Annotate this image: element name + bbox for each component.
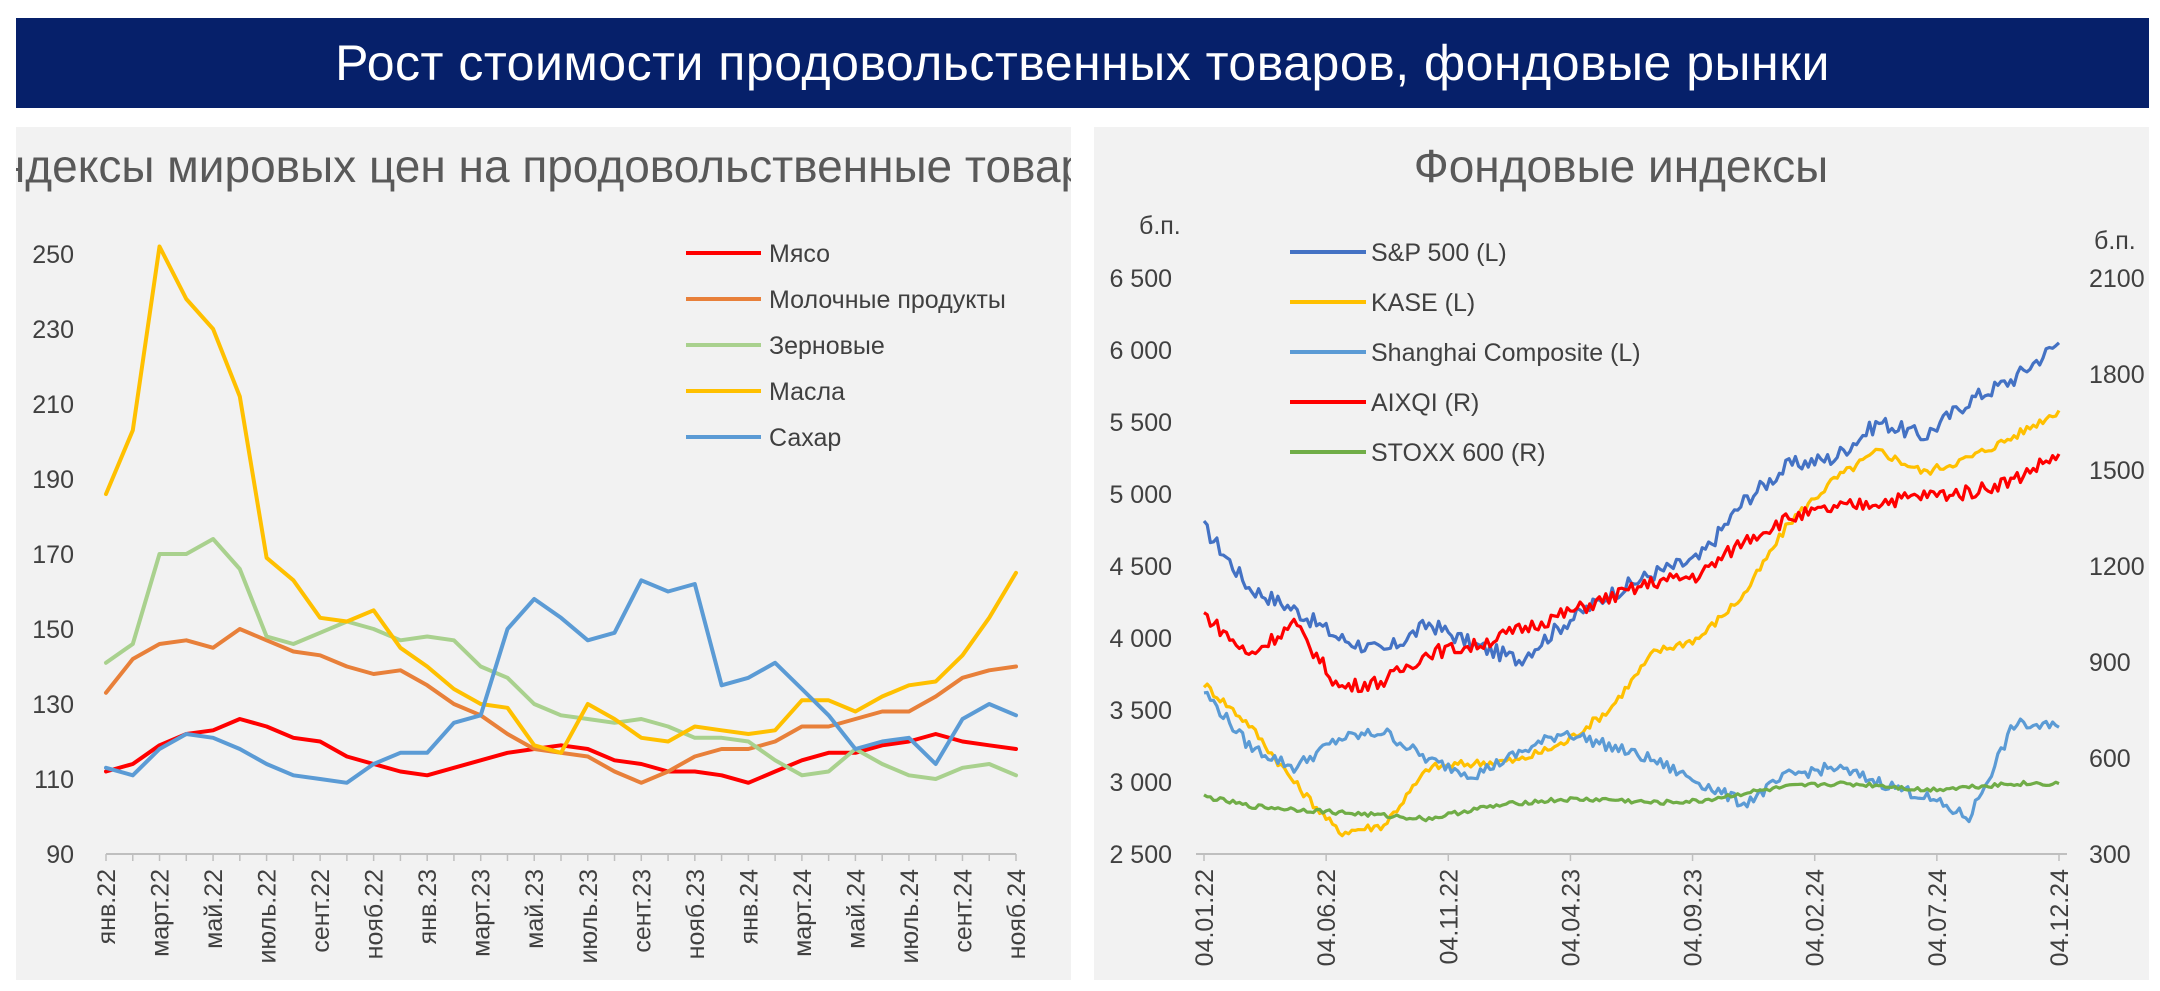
y-tick-right-label: 300 [2089,841,2131,869]
y-tick-right-label: 600 [2089,745,2131,773]
y-tick-label: 250 [32,241,74,269]
series-line-3 [1203,690,2060,824]
x-tick-label: 04.07.24 [1924,869,1952,966]
series-line-5 [1203,779,2060,823]
x-tick-label: май.24 [842,869,870,949]
x-tick-label: 04.06.22 [1313,869,1341,966]
y-tick-left-label: 5 000 [1109,481,1172,509]
series-line-1 [104,717,1018,785]
y-tick-left-label: 4 500 [1109,553,1172,581]
legend-label: AIXQI (R) [1371,389,1479,417]
x-tick-label: 04.12.24 [2046,869,2074,966]
x-tick-label: нояб.22 [361,869,389,959]
y-tick-label: 170 [32,541,74,569]
x-tick-label: март.23 [468,869,496,957]
legend-label: Сахар [769,424,841,452]
legend-label: STOXX 600 (R) [1371,439,1546,467]
x-tick-label: июль.23 [575,869,603,964]
y-tick-left-label: 3 500 [1109,697,1172,725]
series-line-1 [1202,341,2061,667]
x-tick-label: март.22 [147,869,175,957]
legend-label: Shanghai Composite (L) [1371,339,1641,367]
y-tick-label: 90 [46,841,74,869]
x-tick-label: 04.04.23 [1557,869,1585,966]
x-tick-label: май.22 [200,869,228,949]
x-tick-label: 04.01.22 [1191,869,1219,966]
y-tick-right-label: 2100 [2089,265,2145,293]
x-tick-label: сент.24 [949,869,977,953]
series-line-5 [104,578,1018,785]
legend-label: Молочные продукты [769,286,1006,314]
chart-title: Фондовые индексы [1414,140,1828,192]
x-tick-label: 04.09.23 [1680,869,1708,966]
y-tick-left-label: 5 500 [1109,409,1172,437]
x-tick-label: янв.22 [93,869,121,944]
legend-label: S&P 500 (L) [1371,239,1507,267]
series-line-4 [104,244,1018,755]
y-tick-label: 190 [32,466,74,494]
y-tick-right-label: 1800 [2089,361,2145,389]
x-tick-label: нояб.23 [682,869,710,959]
page-banner: Рост стоимости продовольственных товаров… [16,18,2149,108]
x-tick-label: 04.11.22 [1435,869,1463,964]
food-price-chart-panel: Индексы мировых цен на продовольственные… [16,127,1071,980]
y-tick-right-label: 1500 [2089,457,2145,485]
y-tick-label: 130 [32,691,74,719]
x-tick-label: июль.24 [896,869,924,964]
legend-label: Зерновые [769,332,885,360]
stock-index-chart: Фондовые индексы б.п. б.п. 2 500 3 000 3 500 4… [1109,140,2145,966]
banner-title: Рост стоимости продовольственных товаров… [335,35,1830,91]
y-axis-left-label: б.п. [1139,212,1181,240]
food-price-chart: Индексы мировых цен на продовольственные… [16,140,1071,964]
y-tick-left-label: 3 000 [1109,769,1172,797]
chart-title: Индексы мировых цен на продовольственные… [16,140,1071,192]
x-tick-label: янв.24 [735,869,763,944]
x-tick-label: сент.23 [628,869,656,953]
legend-label: KASE (L) [1371,289,1475,317]
y-tick-left-label: 4 000 [1109,625,1172,653]
y-tick-label: 210 [32,391,74,419]
y-tick-left-label: 6 000 [1109,337,1172,365]
series-line-4 [1203,453,2061,694]
series-line-3 [104,537,1018,781]
y-tick-label: 230 [32,316,74,344]
series-line-2 [104,627,1018,785]
legend-label: Масла [769,378,845,406]
y-tick-label: 110 [34,766,74,794]
x-tick-label: июль.22 [254,869,282,964]
x-tick-label: янв.23 [414,869,442,944]
y-tick-left-label: 2 500 [1109,841,1172,869]
x-tick-label: март.24 [789,869,817,957]
x-tick-label: 04.02.24 [1802,869,1830,966]
x-tick-label: сент.22 [307,869,335,953]
y-tick-right-label: 900 [2089,649,2131,677]
legend-label: Мясо [769,240,830,268]
stock-index-chart-panel: Фондовые индексы б.п. б.п. 2 500 3 000 3 500 4… [1094,127,2149,980]
y-tick-left-label: 6 500 [1109,265,1172,293]
x-tick-label: май.23 [521,869,549,949]
x-tick-label: нояб.24 [1003,869,1031,959]
series-line-2 [1202,409,2061,838]
y-tick-right-label: 1200 [2089,553,2145,581]
y-axis-right-label: б.п. [2094,227,2136,255]
y-tick-label: 150 [32,616,74,644]
